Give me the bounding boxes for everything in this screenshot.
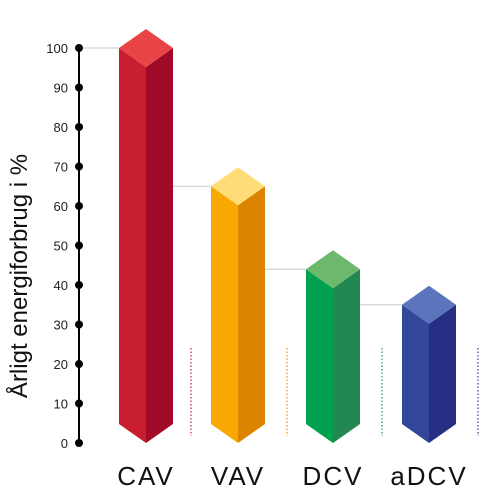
y-tick-label: 20: [54, 357, 68, 372]
y-tick-dot: [75, 360, 83, 368]
bar-CAV: [119, 29, 173, 443]
y-tick-dot: [75, 44, 83, 52]
bar-front-face: [119, 48, 146, 443]
y-tick-label: 80: [54, 120, 68, 135]
y-tick-dot: [75, 281, 83, 289]
bars: [119, 29, 456, 443]
dotted-separators: [190, 348, 479, 436]
y-axis: 0 10 20 30 40 50 60 70 80 90 100: [46, 41, 83, 451]
y-tick-label: 40: [54, 278, 68, 293]
y-tick-dot: [75, 202, 83, 210]
y-tick-label: 70: [54, 160, 68, 175]
x-tick-label: VAV: [211, 461, 265, 491]
y-tick-label: 30: [54, 318, 68, 333]
y-tick-dot: [75, 123, 83, 131]
y-tick-label: 10: [54, 397, 68, 412]
y-tick-dot: [75, 83, 83, 92]
bar-top-face: [306, 250, 360, 289]
y-tick-dot: [75, 439, 83, 447]
bar-side-face: [429, 304, 456, 443]
value-guide-lines: [79, 47, 402, 306]
y-tick-label: 100: [46, 41, 68, 56]
x-tick-label: CAV: [117, 461, 175, 491]
y-tick-dot: [75, 241, 83, 250]
y-tick-dot: [75, 162, 83, 171]
bar-front-face: [402, 304, 429, 443]
bar-VAV: [211, 167, 265, 443]
x-tick-label: aDCV: [390, 461, 467, 491]
bar-aDCV: [402, 285, 456, 443]
y-tick-label: 60: [54, 199, 68, 214]
bar-front-face: [306, 269, 333, 443]
y-tick-label: 90: [54, 81, 68, 96]
bar-side-face: [238, 186, 265, 443]
y-tick-dot: [75, 399, 83, 408]
bar-DCV: [306, 250, 360, 443]
bar-top-face: [211, 167, 265, 206]
bar-top-face: [119, 29, 173, 67]
bar-front-face: [211, 186, 238, 443]
y-tick-label: 50: [54, 239, 68, 254]
x-tick-label: DCV: [303, 461, 364, 491]
bar-side-face: [333, 269, 360, 443]
bar-top-face: [402, 285, 456, 324]
y-tick-dot: [75, 320, 83, 329]
x-axis-labels: CAV VAV DCV aDCV: [117, 461, 467, 491]
y-axis-title: Årligt energiforbrug i %: [5, 154, 33, 398]
bar-side-face: [146, 48, 173, 443]
y-tick-label: 0: [61, 436, 68, 451]
